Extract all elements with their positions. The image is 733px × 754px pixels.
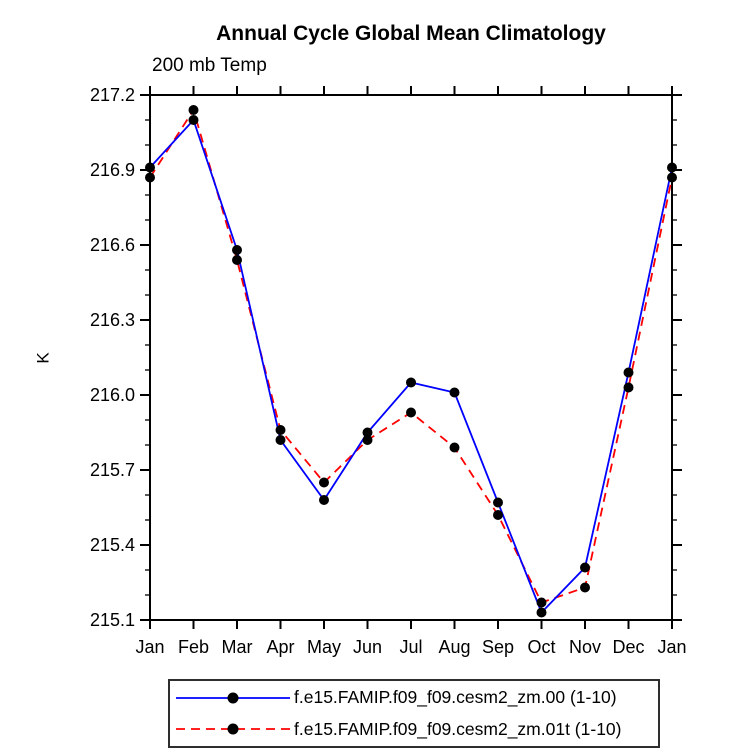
legend-row-series-0: f.e15.FAMIP.f09_f09.cesm2_zm.00 (1-10) <box>174 683 658 713</box>
svg-text:216.9: 216.9 <box>90 160 135 180</box>
svg-text:215.4: 215.4 <box>90 535 135 555</box>
svg-text:Sep: Sep <box>482 637 514 657</box>
svg-text:Jan: Jan <box>135 637 164 657</box>
svg-text:Apr: Apr <box>266 637 294 657</box>
svg-text:215.1: 215.1 <box>90 610 135 630</box>
svg-text:Jul: Jul <box>399 637 422 657</box>
legend: f.e15.FAMIP.f09_f09.cesm2_zm.00 (1-10) f… <box>168 679 660 748</box>
svg-text:216.3: 216.3 <box>90 310 135 330</box>
svg-text:Dec: Dec <box>612 637 644 657</box>
legend-line-sample-dashed <box>176 723 290 735</box>
svg-text:Mar: Mar <box>222 637 253 657</box>
legend-line-sample-solid <box>176 692 290 704</box>
svg-text:Feb: Feb <box>178 637 209 657</box>
svg-text:Nov: Nov <box>569 637 601 657</box>
legend-label-series-0: f.e15.FAMIP.f09_f09.cesm2_zm.00 (1-10) <box>294 687 617 708</box>
svg-text:Oct: Oct <box>527 637 555 657</box>
chart-title: Annual Cycle Global Mean Climatology <box>216 22 606 45</box>
svg-text:216.0: 216.0 <box>90 385 135 405</box>
svg-text:Jun: Jun <box>353 637 382 657</box>
legend-label-series-1: f.e15.FAMIP.f09_f09.cesm2_zm.01t (1-10) <box>294 718 622 739</box>
svg-text:216.6: 216.6 <box>90 235 135 255</box>
legend-row-series-1: f.e15.FAMIP.f09_f09.cesm2_zm.01t (1-10) <box>174 714 658 744</box>
svg-text:Jan: Jan <box>657 637 686 657</box>
svg-text:215.7: 215.7 <box>90 460 135 480</box>
chart-subtitle: 200 mb Temp <box>152 55 267 76</box>
svg-text:Aug: Aug <box>438 637 470 657</box>
svg-text:May: May <box>307 637 341 657</box>
svg-text:217.2: 217.2 <box>90 85 135 105</box>
